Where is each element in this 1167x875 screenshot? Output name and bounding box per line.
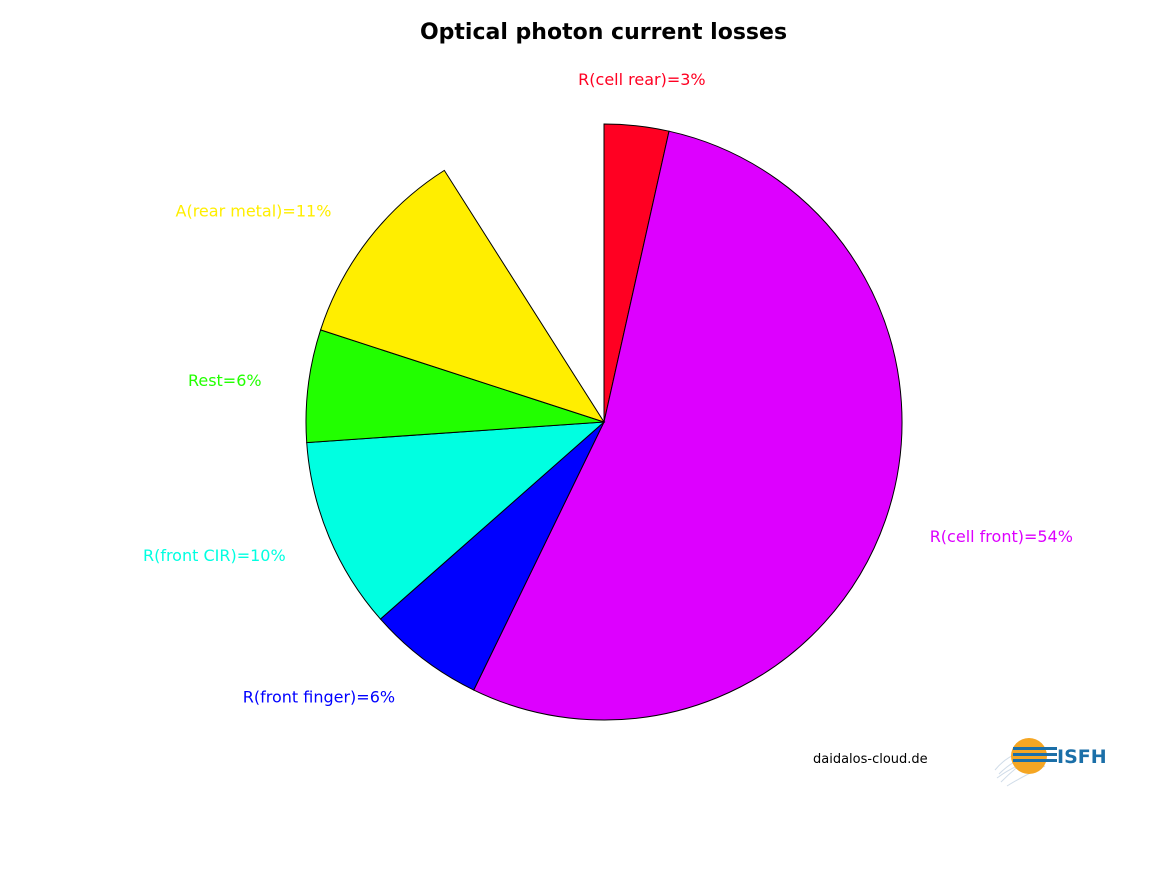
isfh-logo: ISFH [993, 730, 1113, 794]
slice-label-3: R(front CIR)=10% [143, 546, 286, 565]
pie-slice-1 [473, 130, 903, 721]
pie-slice-5 [319, 169, 606, 423]
pie-slices [305, 123, 903, 721]
slice-label-5: A(rear metal)=11% [176, 202, 332, 221]
logo-stripes-icon [1013, 747, 1057, 762]
slice-label-0: R(cell rear)=3% [578, 70, 705, 89]
pie-labels: R(cell rear)=3% R(cell front)=54% R(front … [143, 70, 1073, 707]
pie-slice-3 [306, 421, 606, 620]
logo-text: ISFH [1057, 746, 1107, 768]
slice-label-4: Rest=6% [188, 371, 262, 390]
pie-slice-2 [379, 421, 605, 691]
watermark-text: daidalos-cloud.de [813, 752, 928, 767]
chart-title: Optical photon current losses [419, 20, 788, 45]
slice-label-1: R(cell front)=54% [930, 527, 1073, 546]
slice-label-2: R(front finger)=6% [243, 688, 395, 707]
